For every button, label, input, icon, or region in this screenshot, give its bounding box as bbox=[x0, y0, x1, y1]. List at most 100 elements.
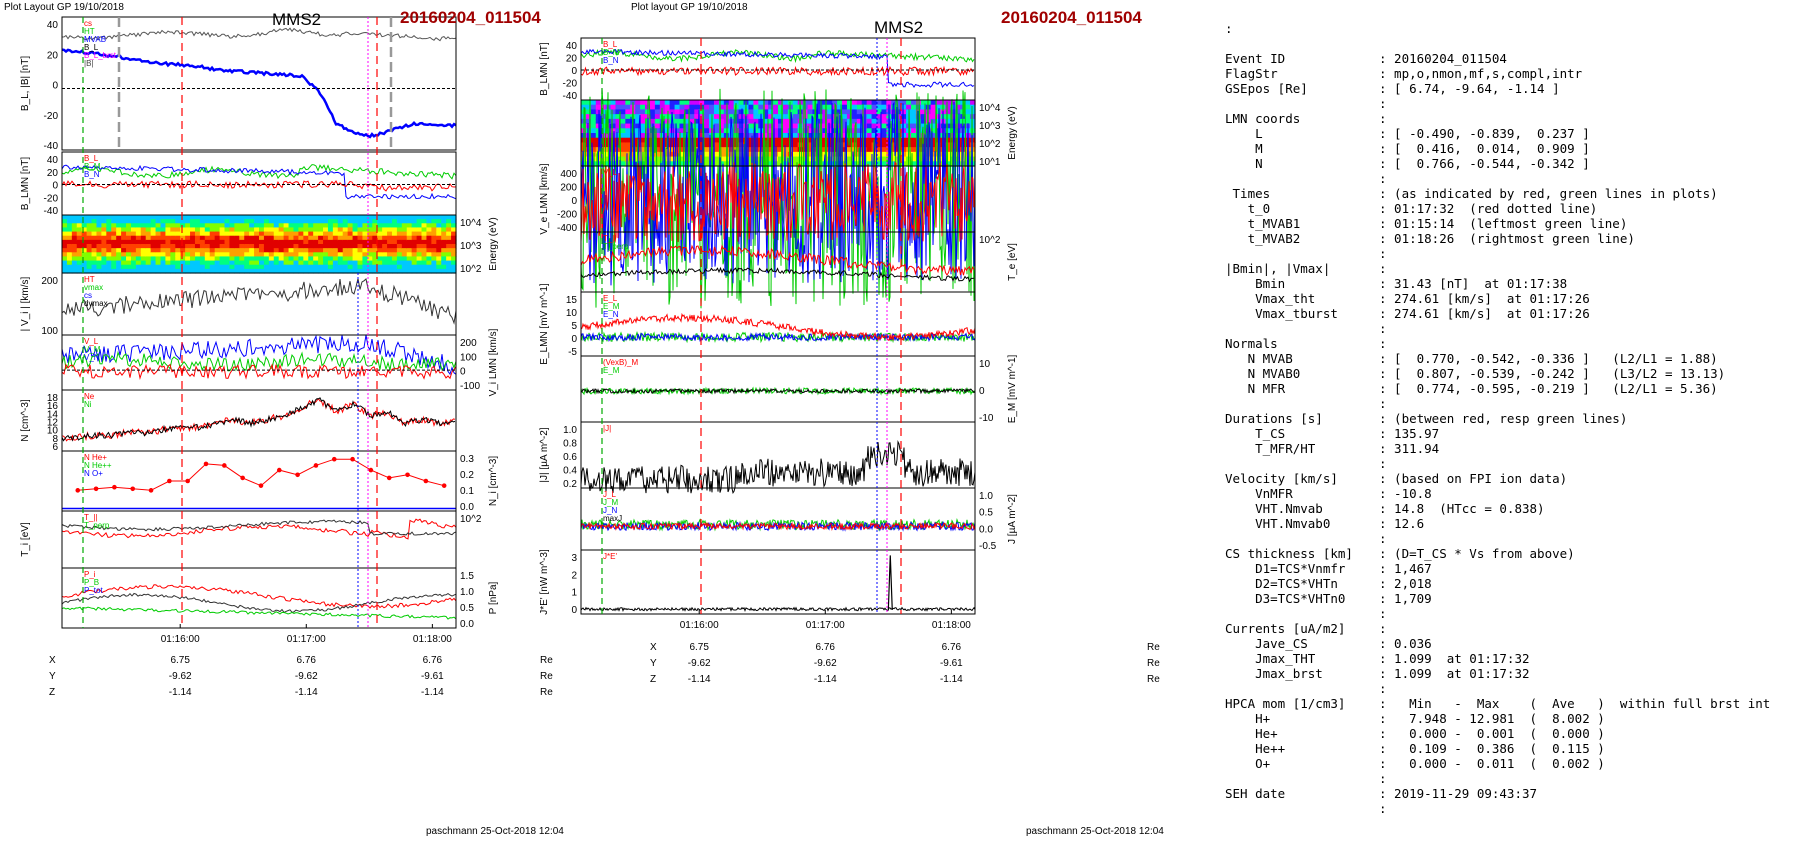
spectrogram-cell bbox=[421, 215, 428, 220]
spectrogram-cell bbox=[283, 215, 290, 220]
spectrogram-cell bbox=[590, 142, 597, 148]
spectrogram-cell bbox=[846, 161, 853, 167]
spectrogram-cell bbox=[66, 256, 73, 262]
spectrogram-cell bbox=[135, 235, 142, 241]
spectrogram-cell bbox=[62, 223, 68, 229]
spectrogram-cell bbox=[372, 223, 378, 229]
spectrogram-cell bbox=[347, 248, 354, 253]
spectrogram-cell bbox=[640, 109, 646, 115]
info-line: M: [ 0.416, 0.014, 0.909 ] bbox=[1225, 141, 1770, 156]
spectrogram-cell bbox=[76, 244, 83, 249]
spectrogram-cell bbox=[401, 227, 408, 233]
spectrogram-cell bbox=[659, 151, 666, 158]
spectrogram-cell bbox=[180, 260, 186, 266]
spectrogram-cell bbox=[446, 252, 452, 258]
spectrogram-cell bbox=[224, 256, 231, 262]
info-line: : bbox=[1225, 96, 1770, 111]
info-line: T_CS: 135.97 bbox=[1225, 426, 1770, 441]
spectrogram-cell bbox=[219, 239, 226, 245]
spectrogram-cell bbox=[446, 256, 452, 262]
spectrogram-cell bbox=[204, 248, 211, 253]
x-tick-label: 01:17:00 bbox=[287, 634, 326, 645]
spectrogram-cell bbox=[259, 244, 265, 249]
spectrogram-cell bbox=[778, 151, 784, 158]
spectrogram-cell bbox=[436, 248, 442, 253]
spectrogram-cell bbox=[303, 215, 309, 220]
spectrogram-cell bbox=[160, 268, 167, 274]
spectrogram-cell bbox=[121, 235, 127, 241]
spectrogram-cell bbox=[111, 215, 117, 220]
spectrogram-cell bbox=[219, 219, 226, 224]
spectrogram-cell bbox=[920, 100, 927, 106]
spectrogram-cell bbox=[160, 248, 167, 253]
spectrogram-cell bbox=[842, 104, 848, 111]
spectrogram-cell bbox=[175, 260, 181, 266]
spectrogram-cell bbox=[718, 128, 725, 134]
spectrogram-cell bbox=[337, 264, 344, 270]
spectrogram-cell bbox=[620, 123, 626, 129]
spectrogram-cell bbox=[773, 133, 779, 139]
spectrogram-cell bbox=[135, 264, 142, 270]
spectrogram-cell bbox=[782, 123, 789, 129]
spectrogram-cell bbox=[699, 147, 705, 153]
spectrogram-cell bbox=[62, 215, 68, 220]
spectrogram-cell bbox=[209, 248, 216, 253]
spectrogram-cell bbox=[630, 133, 636, 139]
spectrogram-cell bbox=[234, 239, 240, 245]
spectrogram-cell bbox=[219, 252, 226, 258]
spectrogram-cell bbox=[214, 252, 221, 258]
spectrogram-cell bbox=[249, 227, 255, 233]
left-pos-value: 6.76 bbox=[297, 655, 317, 666]
spectrogram-cell bbox=[753, 151, 759, 158]
spectrogram-cell bbox=[411, 235, 418, 241]
middle-footer: paschmann 25-Oct-2018 12:04 bbox=[1026, 826, 1164, 837]
spectrogram-cell bbox=[945, 161, 951, 167]
spectrogram-cell bbox=[620, 147, 626, 153]
middle-panel-frame bbox=[580, 549, 976, 615]
spectrogram-cell bbox=[669, 104, 676, 111]
spectrogram-cell bbox=[209, 227, 216, 233]
spectrogram-cell bbox=[313, 231, 319, 237]
spectrogram-cell bbox=[347, 252, 354, 258]
spectrogram-cell bbox=[768, 147, 774, 153]
spectrogram-cell bbox=[699, 114, 705, 120]
spectrogram-cell bbox=[713, 142, 720, 148]
spectrogram-cell bbox=[106, 256, 112, 262]
spectrogram-cell bbox=[263, 215, 270, 220]
spectrogram-cell bbox=[293, 219, 299, 224]
info-line: t_MVAB2: 01:18:26 (rightmost green line) bbox=[1225, 231, 1770, 246]
spectrogram-cell bbox=[288, 252, 295, 258]
spectrogram-cell bbox=[303, 239, 309, 245]
info-line: He++: 0.109 - 0.386 ( 0.115 ) bbox=[1225, 741, 1770, 756]
spectrogram-cell bbox=[303, 231, 309, 237]
spectrogram-cell bbox=[709, 100, 715, 106]
spectrogram-cell bbox=[254, 227, 260, 233]
spectrogram-cell bbox=[140, 256, 147, 262]
spectrogram-cell bbox=[357, 248, 364, 253]
legend-entry: N O+ bbox=[84, 469, 103, 478]
spectrogram-cell bbox=[881, 151, 887, 158]
spectrogram-cell bbox=[441, 231, 447, 237]
info-key: N MVAB bbox=[1225, 351, 1293, 366]
y-tick-label: 0 bbox=[571, 196, 577, 207]
spectrogram-cell bbox=[436, 260, 442, 266]
spectrogram-cell bbox=[327, 219, 334, 224]
spectrogram-cell bbox=[71, 227, 78, 233]
spectrogram-cell bbox=[130, 268, 137, 274]
y-tick-label: 8 bbox=[52, 434, 58, 445]
spectrogram-cell bbox=[451, 219, 457, 224]
middle-panel-frame bbox=[580, 291, 976, 357]
spectrogram-cell bbox=[416, 252, 423, 258]
spectrogram-cell bbox=[689, 118, 695, 125]
spectrogram-cell bbox=[244, 235, 250, 241]
spectrogram-cell bbox=[278, 231, 285, 237]
spectrogram-cell bbox=[219, 231, 226, 237]
middle-pos-label: X bbox=[650, 642, 657, 653]
spectrogram-cell bbox=[891, 133, 897, 139]
spectrogram-cell bbox=[846, 151, 853, 158]
spectrogram-cell bbox=[382, 231, 388, 237]
y-tick-label: 0.1 bbox=[460, 486, 474, 497]
y-axis-label: E_M [mV m^-1] bbox=[1007, 354, 1018, 423]
spectrogram-cell bbox=[807, 123, 814, 129]
spectrogram-cell bbox=[446, 219, 452, 224]
